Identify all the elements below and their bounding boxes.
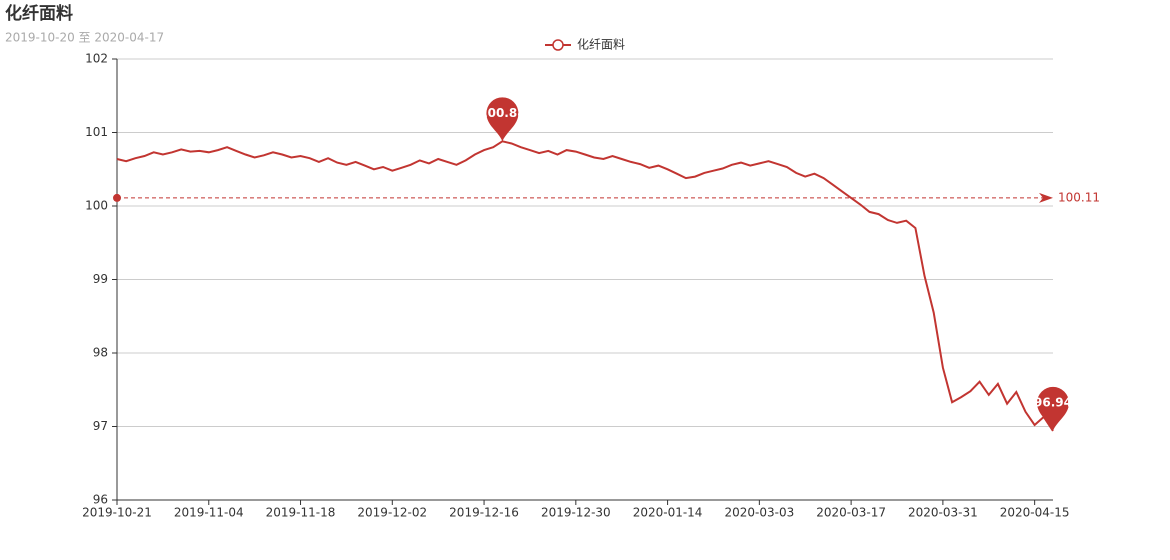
line-series [116, 140, 1054, 432]
x-tick-label: 2019-12-02 [357, 506, 427, 520]
x-tick-label: 2019-11-04 [174, 506, 244, 520]
mark-pin: 100.88 [479, 97, 526, 142]
x-tick-label: 2020-03-31 [908, 506, 978, 520]
mark-pin: 96.94 [1034, 386, 1072, 431]
pin-shape [1037, 386, 1069, 431]
chart-subtitle: 2019-10-20 至 2020-04-17 [5, 31, 164, 45]
legend-label: 化纤面料 [577, 38, 625, 52]
average-arrow [1039, 192, 1053, 203]
legend-marker [552, 39, 564, 51]
y-tick-label: 101 [85, 125, 108, 139]
x-tick-label: 2019-11-18 [266, 506, 336, 520]
y-tick-label: 98 [93, 346, 108, 360]
pin-shape [486, 97, 519, 142]
x-tick-label: 2020-01-14 [633, 506, 703, 520]
x-tick-label: 2020-03-17 [816, 506, 886, 520]
chart-title: 化纤面料 [5, 3, 73, 24]
y-tick-label: 102 [85, 52, 108, 66]
y-tick-label: 100 [85, 199, 108, 213]
x-tick-label: 2020-03-03 [724, 506, 794, 520]
average-label: 100.11 [1058, 190, 1100, 204]
average-start [113, 193, 121, 202]
x-tick-label: 2020-04-15 [1000, 506, 1070, 520]
y-tick-label: 96 [93, 493, 108, 507]
y-tick-label: 99 [93, 272, 108, 286]
pin-label: 96.94 [1034, 395, 1072, 409]
pin-label: 100.88 [479, 106, 525, 120]
y-tick-label: 97 [93, 419, 108, 433]
x-tick-label: 2019-12-30 [541, 506, 611, 520]
x-tick-label: 2019-10-21 [82, 506, 152, 520]
x-tick-label: 2019-12-16 [449, 506, 519, 520]
